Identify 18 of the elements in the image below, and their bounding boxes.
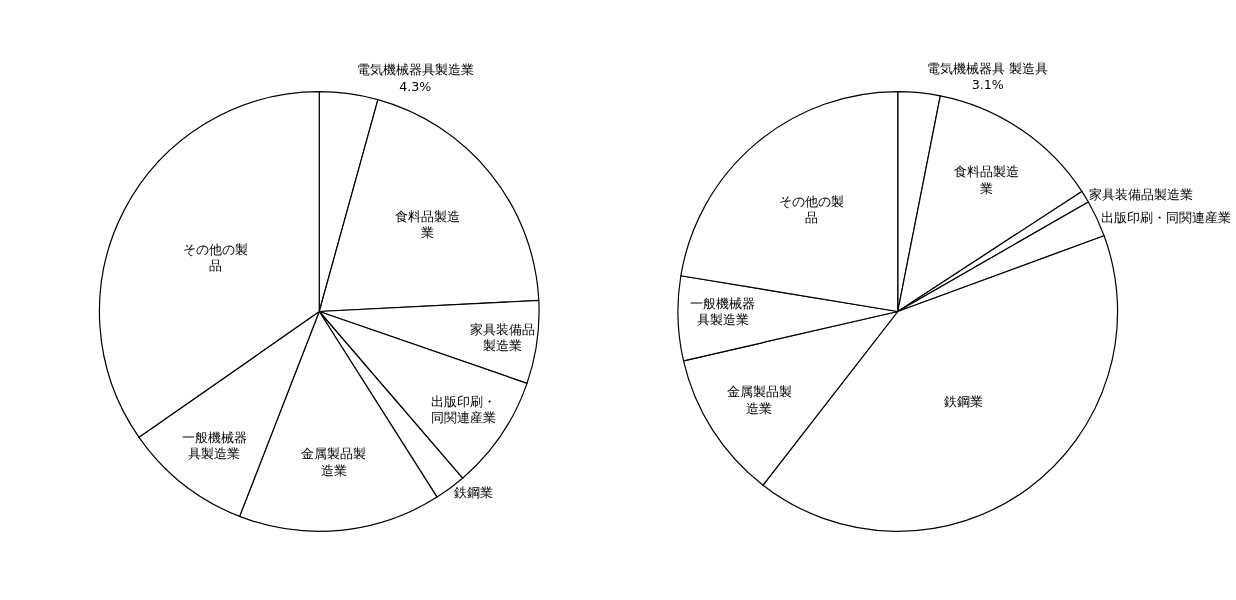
slice-label: 一般機械器具製造業 [690,295,756,328]
slice-label: 家具装備品製造業 [469,321,535,354]
slice-label: 電気機械器具製造業 [356,62,474,78]
data-label: 4.3% [399,78,432,94]
slice-label: 金属製品製造業 [301,446,367,478]
slice-label: 電気機械器具 製造具 [927,61,1049,77]
slice-label: 出版印刷・同関連産業 [1100,209,1231,225]
slice-label: 食料品製造業 [394,208,460,241]
slice-label: 一般機械器具製造業 [181,429,247,461]
slice-label: 食料品製造業 [953,164,1019,196]
slice-label: 鉄鋼業 [453,485,493,501]
data-label: 3.1% [971,77,1004,93]
slice-label: 鉄鋼業 [944,394,984,410]
slice-label: その他の製品 [183,241,249,274]
slice-label: 出版印刷・同関連産業 [430,393,496,426]
slice-label: 家具装備品製造業 [1088,186,1193,202]
slice-label: 金属製品製造業 [726,384,792,416]
slice-label: その他の製品 [778,193,844,226]
